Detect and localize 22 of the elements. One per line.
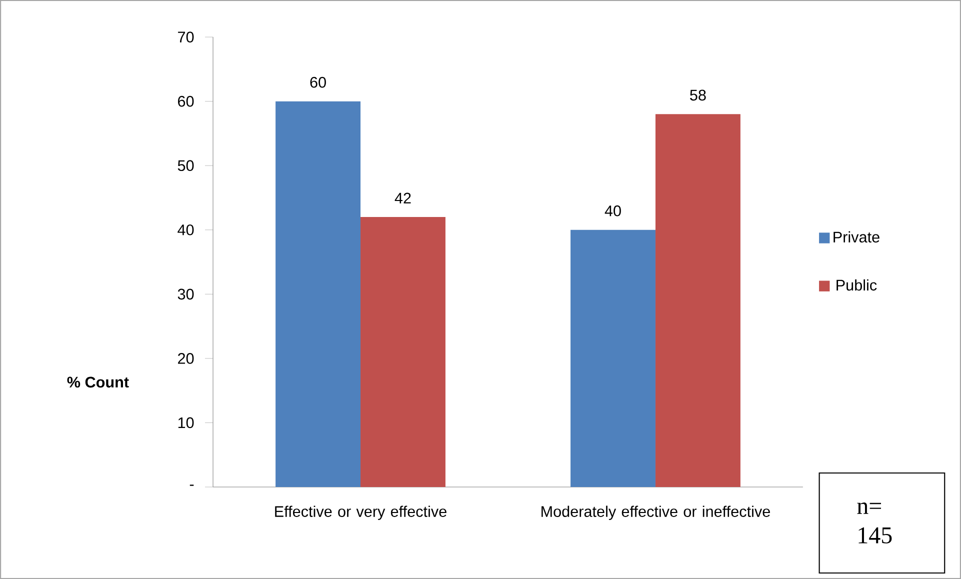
y-axis-title: % Count bbox=[67, 376, 129, 388]
bar bbox=[570, 230, 656, 487]
text: n= 145 bbox=[857, 502, 892, 544]
bar bbox=[360, 217, 446, 487]
data-label: 40 bbox=[604, 205, 621, 216]
y-tick-label: - bbox=[190, 484, 194, 486]
legend-label: Public bbox=[836, 279, 877, 291]
x-tick-label: Moderately effective or ineffective bbox=[542, 506, 770, 520]
y-tick-label: 30 bbox=[178, 288, 194, 300]
y-tick-label: 50 bbox=[178, 160, 194, 172]
data-label: 58 bbox=[690, 90, 706, 101]
y-tick-label: 40 bbox=[178, 224, 194, 236]
y-tick-label: 70 bbox=[178, 32, 194, 42]
bar bbox=[655, 114, 740, 487]
x-tick-label: Effective or very effective bbox=[275, 506, 446, 520]
data-label: 42 bbox=[394, 192, 411, 204]
bar bbox=[276, 101, 361, 487]
data-label: 60 bbox=[310, 76, 326, 88]
y-tick-label: 10 bbox=[178, 417, 194, 428]
legend-label: Private bbox=[834, 231, 880, 243]
y-tick-label: 20 bbox=[178, 353, 194, 364]
y-tick-label: 60 bbox=[178, 96, 194, 107]
